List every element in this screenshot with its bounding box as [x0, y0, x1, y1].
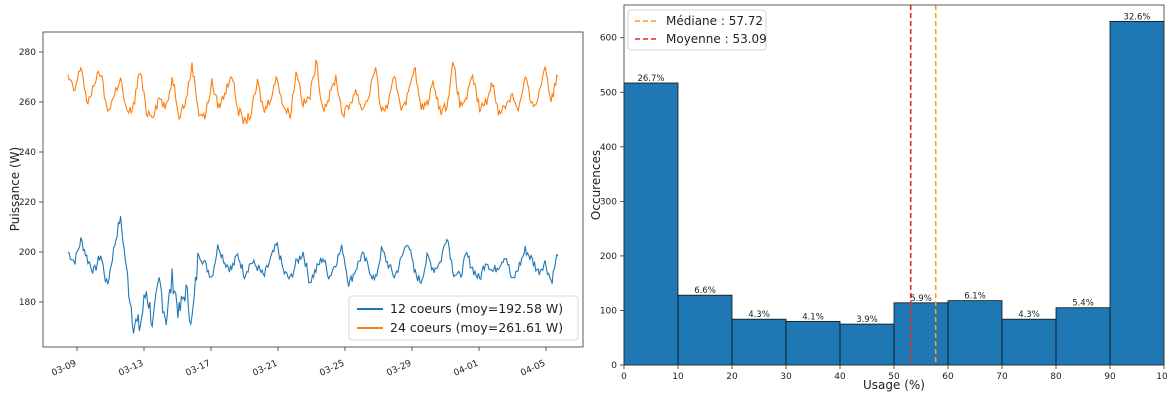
right-y-axis-label: Occurences [589, 150, 603, 220]
series-line-12-coeurs [67, 216, 559, 334]
legend-label-24-coeurs: 24 coeurs (moy=261.61 W) [390, 320, 563, 335]
histogram-bar [785, 320, 841, 366]
histogram-bar-label: 4.3% [1018, 310, 1040, 320]
left-x-tick-label: 03-25 [318, 359, 346, 379]
left-plot-frame [42, 31, 584, 348]
right-y-tick-label: 0 [611, 361, 617, 371]
left-y-tick-label: 220 [19, 198, 36, 208]
right-y-tick-label: 200 [600, 252, 617, 262]
left-x-tick-label: 03-21 [251, 359, 279, 379]
right-x-tick-label: 0 [621, 372, 627, 382]
right-tick-group: 0 100 200 300 400 500 600 0 10 20 30 40 50 60 70 80 90 10 [600, 34, 1167, 382]
left-legend-box [348, 295, 579, 341]
legend-label-moyenne: Moyenne : 53.09 [666, 32, 767, 46]
histogram-bar [623, 82, 679, 366]
histogram-bar [1001, 318, 1057, 366]
legend-label-12-coeurs: 12 coeurs (moy=192.58 W) [390, 301, 563, 316]
right-y-tick-label: 600 [600, 34, 617, 44]
histogram-bar [1109, 20, 1165, 366]
left-x-tick-label: 03-29 [385, 359, 413, 379]
right-legend-box [627, 9, 767, 51]
histogram-bar [947, 300, 1003, 366]
histogram-bar [839, 323, 895, 366]
right-legend: Médiane : 57.72 Moyenne : 53.09 [627, 9, 767, 51]
right-y-tick-label: 100 [600, 306, 617, 316]
histogram-bar-label: 3.9% [856, 315, 878, 325]
histogram-bar [677, 294, 733, 366]
series-line-24-coeurs [67, 59, 559, 125]
left-x-tick-label: 04-05 [519, 359, 547, 379]
histogram-bar-label: 5.9% [910, 294, 932, 304]
right-x-tick-label: 80 [1050, 372, 1062, 382]
left-x-tick-label: 03-17 [184, 359, 212, 379]
histogram-bar-label: 26.7% [637, 74, 664, 84]
histogram-bar [731, 318, 787, 366]
right-y-tick-label: 400 [600, 143, 617, 153]
right-x-axis-label: Usage (%) [863, 378, 925, 392]
histogram-bar-label: 32.6% [1123, 12, 1150, 22]
histogram-bar [1055, 307, 1111, 366]
right-x-tick-label: 40 [834, 372, 846, 382]
reference-lines-group [909, 5, 937, 365]
left-y-tick-label: 200 [19, 248, 36, 258]
left-x-tick-label: 04-01 [452, 359, 480, 379]
left-y-tick-label: 260 [19, 98, 36, 108]
left-y-tick-label: 180 [19, 298, 36, 308]
histogram-bar-label: 6.6% [694, 286, 716, 296]
usage-histogram-chart: 26.7% 6.6% 4.3% 4.1% 3.9% 5.9% 6.1% 4.3% 5.4% 32.… [589, 4, 1167, 392]
left-x-tick-label: 03-13 [117, 359, 145, 379]
left-y-axis-label: Puissance (W) [8, 147, 22, 231]
histogram-bar-label: 4.3% [748, 310, 770, 320]
histogram-bar-label: 5.4% [1072, 299, 1094, 309]
left-legend: 12 coeurs (moy=192.58 W) 24 coeurs (moy=… [348, 295, 579, 341]
right-x-tick-label: 90 [1104, 372, 1116, 382]
right-x-tick-label: 20 [726, 372, 738, 382]
right-x-tick-label: 30 [780, 372, 792, 382]
right-x-tick-label: 10 [672, 372, 684, 382]
left-x-tick-label: 03-09 [50, 359, 78, 379]
histogram-bars-group: 26.7% 6.6% 4.3% 4.1% 3.9% 5.9% 6.1% 4.3% 5.4% 32.… [623, 12, 1165, 366]
right-plot-frame [623, 4, 1165, 366]
power-line-chart: 180 200 220 240 260 280 03-09 03-13 03-17 03-21 03… [8, 31, 584, 379]
right-x-tick-label: 70 [996, 372, 1008, 382]
right-x-tick-label: 50 [888, 372, 900, 382]
legend-label-mediane: Médiane : 57.72 [666, 14, 763, 28]
right-y-tick-label: 500 [600, 88, 617, 98]
left-y-tick-label: 240 [19, 148, 36, 158]
right-y-tick-label: 300 [600, 197, 617, 207]
histogram-bar-label: 6.1% [964, 292, 986, 302]
left-y-tick-label: 280 [19, 48, 36, 58]
histogram-bar-label: 4.1% [802, 312, 824, 322]
left-series-group [67, 59, 559, 334]
right-x-tick-label: 10 [1156, 372, 1167, 382]
right-x-tick-label: 60 [942, 372, 954, 382]
histogram-bar [893, 302, 949, 366]
